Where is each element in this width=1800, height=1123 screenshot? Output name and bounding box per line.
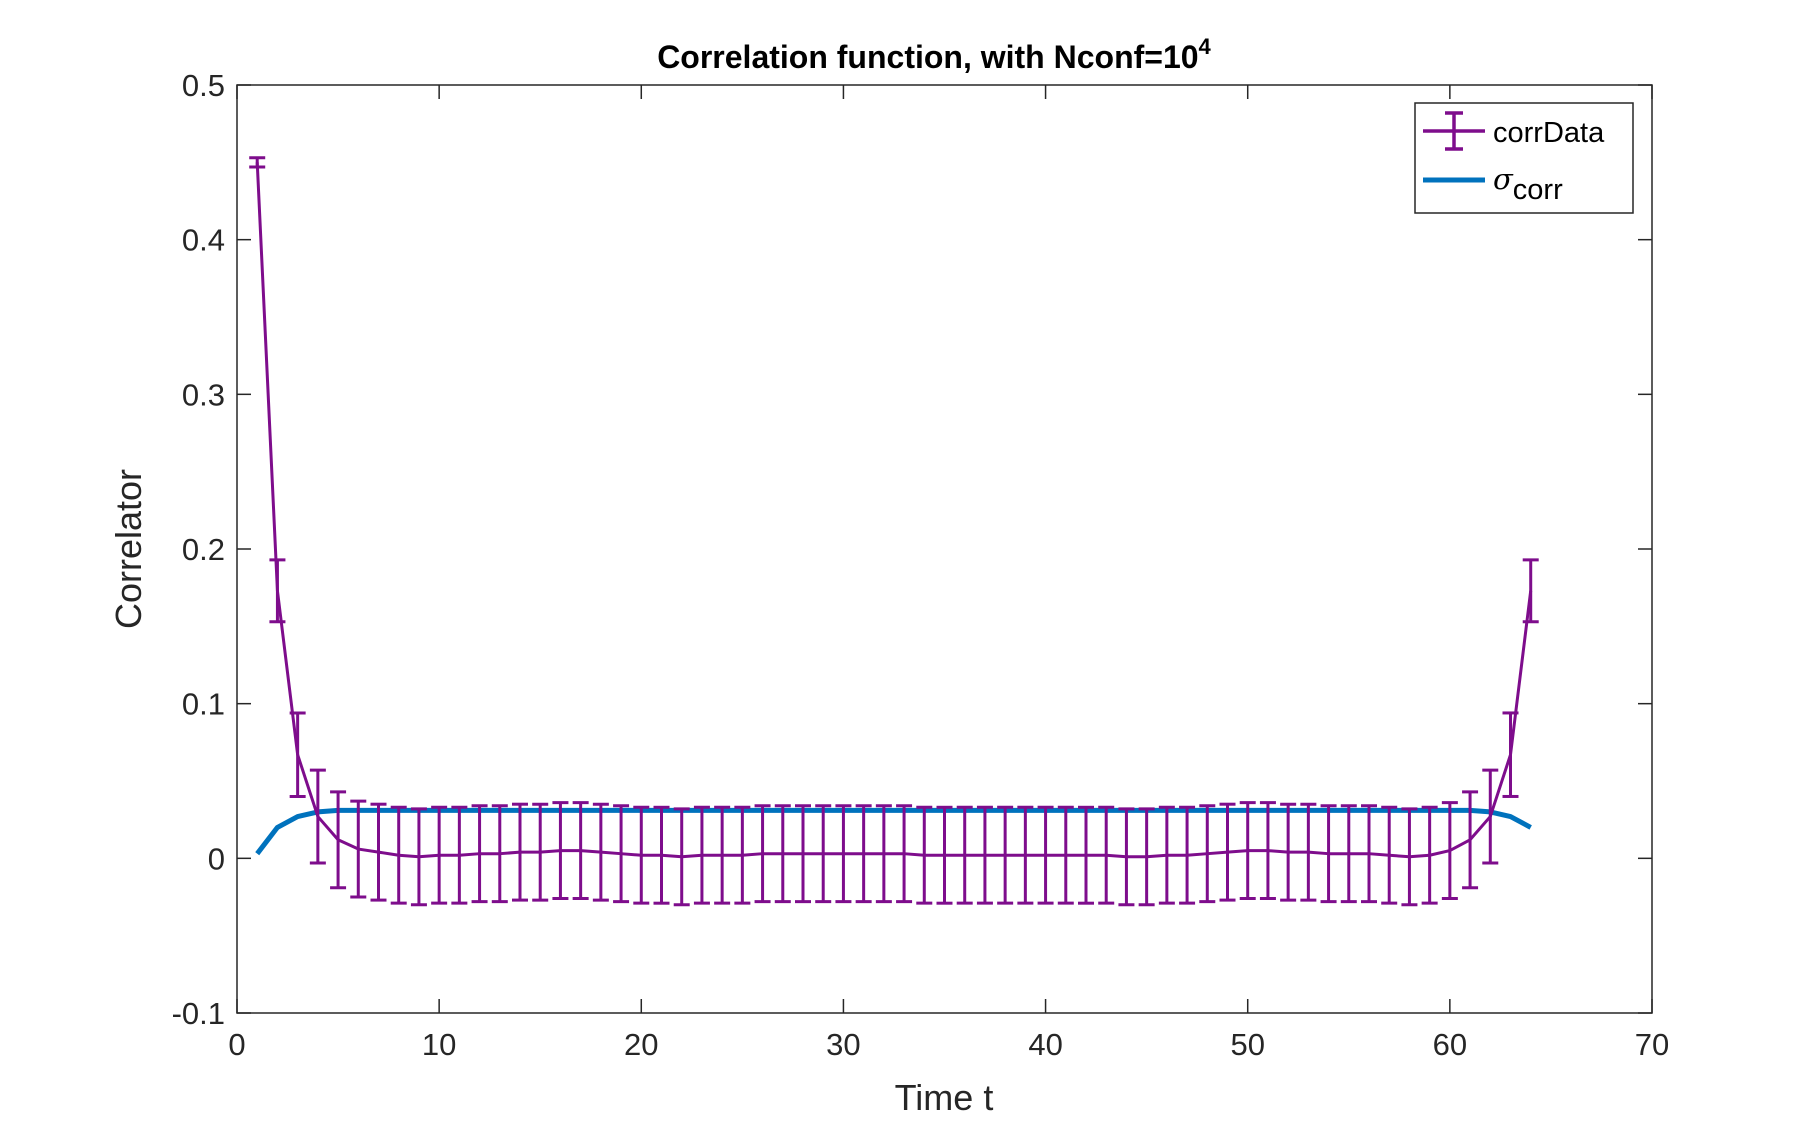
x-tick-label: 20	[624, 1027, 658, 1062]
chart-title-superscript: 4	[1199, 34, 1212, 59]
x-tick-labels: 0 10 20 30 40 50 60 70	[228, 1027, 1669, 1062]
x-tick-label: 30	[826, 1027, 860, 1062]
y-tick-label: 0.3	[182, 377, 225, 412]
legend-sigma-label: σcorr	[1493, 162, 1563, 206]
y-tick-label: 0.5	[182, 68, 225, 103]
x-tick-label: 10	[422, 1027, 456, 1062]
legend: corrData σcorr	[1414, 102, 1634, 214]
x-tick-label: 40	[1028, 1027, 1062, 1062]
x-tick-label: 60	[1433, 1027, 1467, 1062]
x-tick-label: 0	[228, 1027, 245, 1062]
sigma-corr-line	[255, 807, 1532, 856]
y-axis-label: Correlator	[108, 469, 149, 629]
y-tick-label: -0.1	[172, 996, 225, 1031]
y-tick-label: 0.2	[182, 532, 225, 567]
x-tick-label: 50	[1230, 1027, 1264, 1062]
y-tick-label: 0	[208, 841, 225, 876]
y-tick-label: 0.4	[182, 223, 225, 258]
series-corrdata	[249, 156, 1539, 907]
corrdata-line	[255, 162, 1533, 859]
x-axis-label: Time t	[895, 1077, 994, 1118]
chart-title: Correlation function, with Nconf=104	[657, 34, 1211, 75]
legend-sigma-symbol: σ	[1493, 162, 1514, 196]
legend-sigma-subscript: corr	[1513, 174, 1563, 206]
legend-box	[1414, 102, 1634, 214]
legend-corrdata-label: corrData	[1493, 117, 1605, 149]
y-tick-labels: -0.1 0 0.1 0.2 0.3 0.4 0.5	[172, 68, 225, 1031]
plot-area-box	[236, 84, 1653, 1014]
x-tick-label: 70	[1635, 1027, 1669, 1062]
series-sigma-corr	[255, 807, 1532, 856]
y-tick-label: 0.1	[182, 687, 225, 722]
